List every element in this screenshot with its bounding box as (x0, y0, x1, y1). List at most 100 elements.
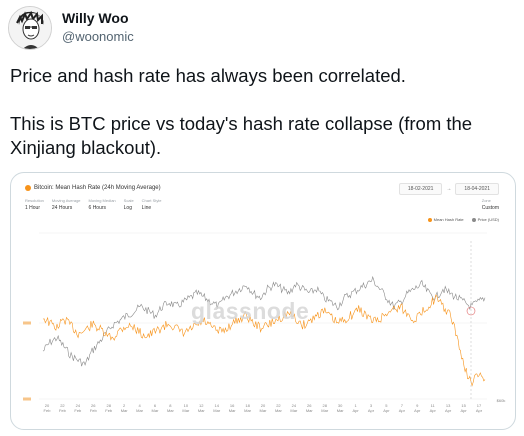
x-tick-label: Mar (182, 408, 190, 413)
x-tick-label: Mar (152, 408, 160, 413)
bitcoin-icon (25, 185, 31, 191)
x-tick-label: Mar (275, 408, 283, 413)
x-tick-label: Apr (368, 408, 375, 413)
x-tick-label: 9 (416, 403, 419, 408)
control-resolution[interactable]: Resolution 1 Hour (25, 198, 44, 211)
x-tick-label: Apr (476, 408, 483, 413)
x-tick-label: 4 (138, 403, 141, 408)
watermark: glassnode (191, 298, 310, 324)
control-value[interactable]: 1 Hour (25, 205, 41, 211)
legend-item-hashrate[interactable]: Mean Hash Rate (427, 217, 464, 222)
control-label: Moving Median (88, 198, 116, 203)
chart-title-text: Bitcoin: Mean Hash Rate (24h Moving Aver… (34, 185, 161, 191)
x-tick-label: Feb (74, 408, 82, 413)
x-tick-label: Mar (244, 408, 252, 413)
control-value[interactable]: 6 Hours (88, 205, 107, 211)
x-tick-label: 17 (477, 403, 482, 408)
x-tick-label: Apr (399, 408, 406, 413)
x-tick-label: 3 (370, 403, 373, 408)
x-tick-label: 12 (199, 403, 204, 408)
x-tick-label: 6 (154, 403, 157, 408)
avatar-portrait-icon (9, 7, 51, 49)
control-value[interactable]: Line (141, 205, 152, 211)
date-from[interactable]: 18-02-2021 (398, 183, 443, 195)
legend-label: Mean Hash Rate (433, 217, 464, 222)
tweet-text: Price and hash rate has always been corr… (10, 64, 514, 184)
x-tick-label: Mar (229, 408, 237, 413)
x-tick-label: 16 (230, 403, 235, 408)
control-moving-median[interactable]: Moving Median 6 Hours (89, 198, 116, 211)
x-tick-label: 1 (354, 403, 357, 408)
x-tick-label: 22 (60, 403, 65, 408)
x-tick-label: 30 (338, 403, 343, 408)
x-tick-label: Apr (383, 408, 390, 413)
x-tick-label: Mar (121, 408, 129, 413)
x-tick-label: Mar (321, 408, 329, 413)
tweet-line-1: Price and hash rate has always been corr… (10, 65, 406, 86)
author-name[interactable]: Willy Woo (62, 10, 129, 26)
price-series-line (42, 275, 486, 367)
x-tick-label: 7 (401, 403, 404, 408)
x-tick-label: Feb (59, 408, 67, 413)
x-tick-label: 24 (76, 403, 81, 408)
x-tick-label: Apr (430, 408, 437, 413)
legend-swatch-icon (427, 217, 432, 222)
zone-value[interactable]: Custom (481, 205, 499, 211)
x-tick-label: 14 (214, 403, 219, 408)
avatar[interactable] (8, 6, 52, 50)
x-tick-label: 8 (169, 403, 172, 408)
x-tick-label: Mar (306, 408, 314, 413)
chart-image-card[interactable]: 20 Feb 22 Feb 24 Feb 26 Feb 28 Feb 2 Mar 4 Mar 6 Mar 8 Ma… (10, 172, 516, 430)
x-tick-label: 18 (245, 403, 250, 408)
x-tick-label: 11 (431, 403, 436, 408)
author-handle[interactable]: @woonomic (62, 29, 134, 44)
control-moving-average[interactable]: Moving Average 24 Hours (52, 198, 81, 211)
x-tick-label: Mar (337, 408, 345, 413)
zone-label: Zone (481, 198, 491, 203)
x-tick-label: 10 (184, 403, 189, 408)
control-chart-style[interactable]: Chart Style Line (142, 198, 162, 211)
hashrate-series-line (42, 294, 486, 387)
control-zone[interactable]: Zone Custom (482, 198, 499, 211)
x-tick-label: Apr (352, 408, 359, 413)
crosshair-marker (466, 306, 476, 316)
legend-swatch-icon (471, 217, 476, 222)
x-tick-label: Feb (105, 408, 113, 413)
x-tick-label: Mar (260, 408, 268, 413)
date-range[interactable]: 18-02-2021 → 18-04-2021 (398, 183, 499, 195)
x-tick-label: Mar (198, 408, 206, 413)
control-scale[interactable]: Scale Log (124, 198, 134, 211)
control-label: Chart Style (141, 198, 162, 203)
x-tick-label: 2 (123, 403, 126, 408)
control-label: Scale (123, 198, 134, 203)
x-tick-label: 20 (45, 403, 50, 408)
x-tick-label: 24 (292, 403, 297, 408)
legend-item-price[interactable]: Price (USD) (471, 217, 499, 222)
tweet-line-2: This is BTC price vs today's hash rate c… (10, 113, 473, 158)
x-tick-label: Feb (90, 408, 98, 413)
control-value[interactable]: Log (123, 205, 132, 211)
x-tick-label: 5 (385, 403, 388, 408)
x-tick-label: 20 (261, 403, 266, 408)
control-label: Moving Average (51, 198, 81, 203)
x-tick-label: 22 (276, 403, 281, 408)
x-tick-label: Mar (213, 408, 221, 413)
chart-title: Bitcoin: Mean Hash Rate (24h Moving Aver… (25, 185, 161, 191)
y-tick-marker (23, 321, 31, 325)
legend-label: Price (USD) (477, 217, 499, 222)
chart-svg: 20Feb22Feb24Feb26Feb28Feb2Mar4Mar6Mar8Ma… (23, 232, 506, 413)
x-tick-label: Mar (167, 408, 175, 413)
date-arrow-icon: → (446, 186, 452, 192)
control-value[interactable]: 24 Hours (51, 205, 73, 211)
x-tick-label: Feb (44, 408, 52, 413)
x-tick-label: 15 (461, 403, 466, 408)
x-tick-label: Mar (290, 408, 298, 413)
chart-legend: Mean Hash Rate Price (USD) (427, 217, 499, 222)
x-tick-label: 26 (307, 403, 312, 408)
date-to[interactable]: 18-04-2021 (455, 183, 499, 195)
x-tick-label: 13 (446, 403, 451, 408)
right-axis-label: $60k (497, 398, 506, 403)
x-tick-label: 28 (322, 403, 327, 408)
control-label: Resolution (25, 198, 44, 203)
